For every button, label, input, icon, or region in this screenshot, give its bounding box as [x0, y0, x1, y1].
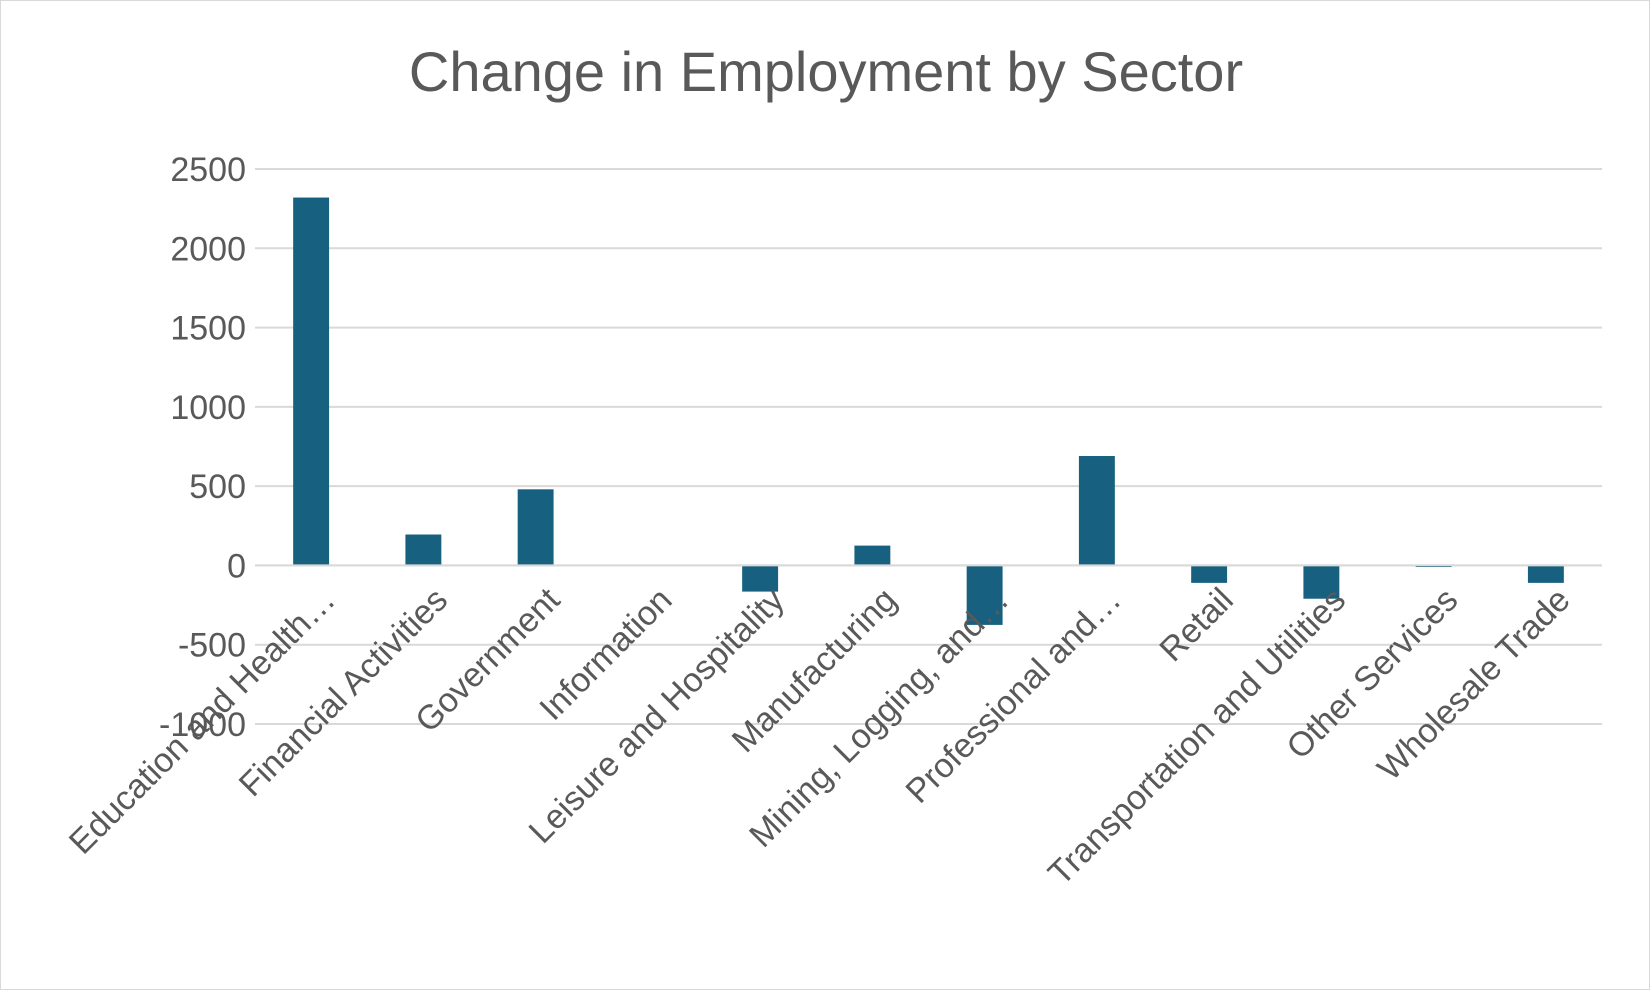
x-category-label: Professional and…	[899, 581, 1129, 811]
bar-10	[1303, 565, 1340, 599]
y-tick-label: 2500	[170, 151, 246, 189]
bar-8	[1078, 456, 1115, 566]
bar-7	[966, 565, 1003, 625]
bar-12	[1527, 565, 1564, 583]
y-tick-label: 2000	[170, 230, 246, 268]
y-tick-label: 1500	[170, 310, 246, 348]
x-axis-labels: Education and Health…Financial Activitie…	[62, 580, 1578, 892]
bar-6	[854, 545, 891, 566]
bar-9	[1191, 565, 1228, 583]
chart-title: Change in Employment by Sector	[408, 40, 1244, 103]
y-tick-label: 1000	[170, 389, 246, 427]
x-category-label: Financial Activities	[232, 581, 455, 804]
y-axis-ticks: 2500 2000 1500 1000 500 0 -500 -1000	[159, 151, 246, 744]
x-category-label: Wholesale Trade	[1370, 581, 1577, 788]
bar-3	[517, 489, 554, 566]
bar-5	[742, 565, 779, 592]
bar-1	[293, 197, 330, 566]
y-tick-label: 0	[227, 547, 246, 585]
y-tick-label: -1000	[159, 706, 246, 744]
bars	[293, 197, 1564, 625]
x-category-label: Retail	[1152, 581, 1240, 669]
bar-2	[405, 534, 442, 566]
y-tick-label: 500	[189, 468, 246, 506]
y-tick-label: -500	[178, 627, 246, 665]
